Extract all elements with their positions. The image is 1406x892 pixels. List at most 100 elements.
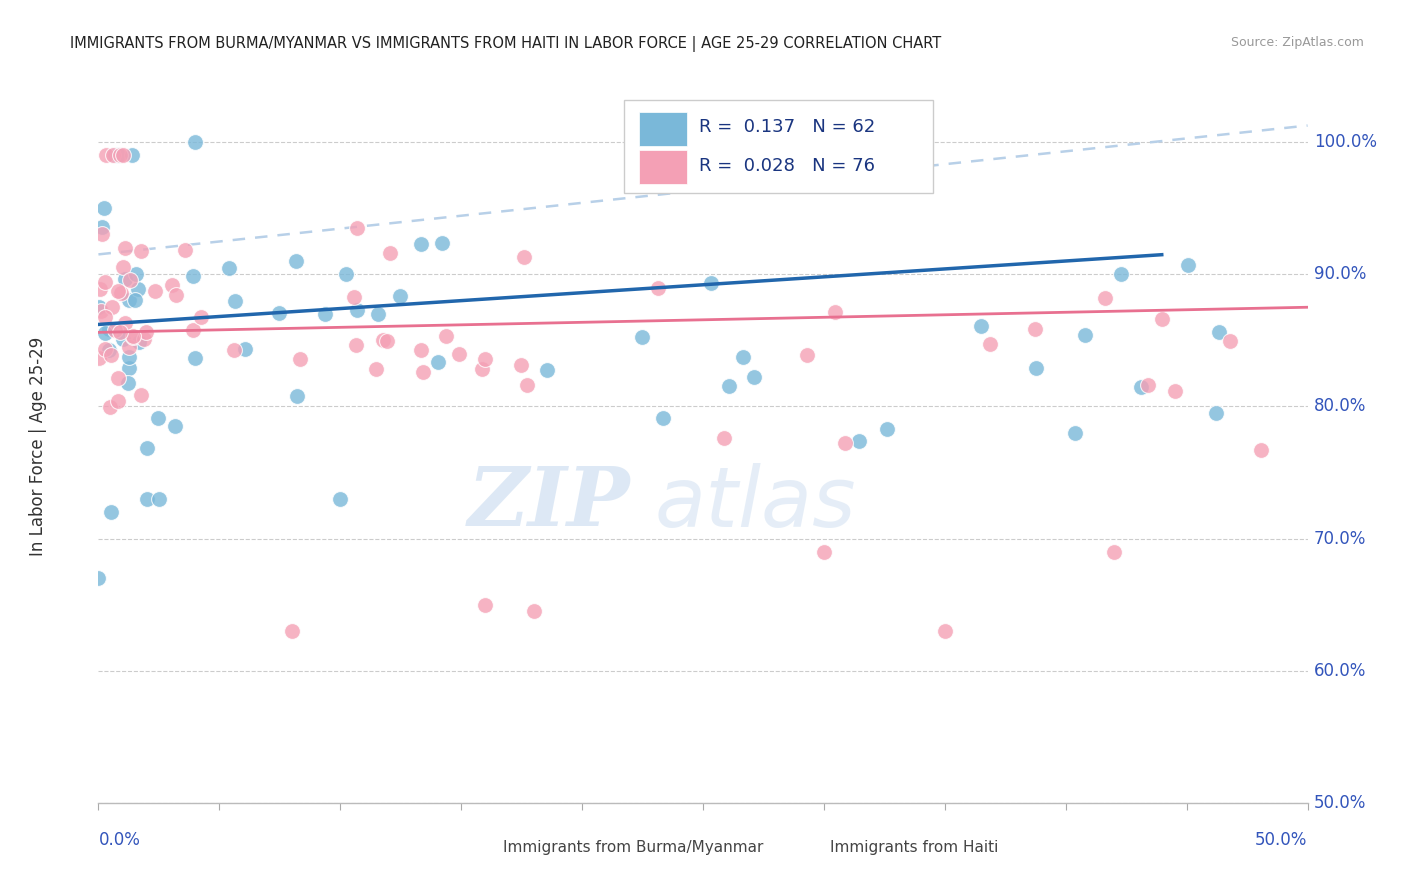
Point [128, 334, 150, 349]
Text: Source: ZipAtlas.com: Source: ZipAtlas.com [1230, 36, 1364, 49]
Text: 0.0%: 0.0% [98, 831, 141, 849]
Point [796, 348, 818, 362]
Point [87, 351, 110, 365]
Text: IMMIGRANTS FROM BURMA/MYANMAR VS IMMIGRANTS FROM HAITI IN LABOR FORCE | AGE 25-2: IMMIGRANTS FROM BURMA/MYANMAR VS IMMIGRA… [70, 36, 942, 52]
Point [98, 322, 121, 336]
Point [471, 362, 494, 376]
Point [104, 323, 127, 337]
Point [108, 148, 131, 162]
Point [143, 284, 166, 298]
Point [94, 326, 117, 341]
Point [430, 235, 453, 250]
Point [146, 410, 169, 425]
Point [813, 545, 835, 559]
Point [631, 330, 654, 344]
FancyBboxPatch shape [787, 835, 821, 860]
Point [181, 323, 204, 337]
Point [184, 351, 207, 366]
Text: In Labor Force | Age 25-29: In Labor Force | Age 25-29 [30, 336, 46, 556]
Point [713, 431, 735, 445]
Point [110, 325, 132, 339]
Point [346, 303, 368, 318]
Point [1109, 267, 1132, 281]
Point [513, 250, 536, 264]
Point [94, 343, 117, 357]
Point [93, 201, 115, 215]
Text: ZIP: ZIP [468, 463, 630, 543]
Point [284, 253, 307, 268]
Point [1136, 377, 1159, 392]
Point [1102, 545, 1125, 559]
Point [314, 308, 336, 322]
Point [100, 347, 122, 361]
Text: 70.0%: 70.0% [1313, 530, 1367, 548]
Point [876, 422, 898, 436]
Point [388, 289, 411, 303]
Point [107, 371, 129, 385]
Point [1219, 334, 1241, 349]
Text: R =  0.137   N = 62: R = 0.137 N = 62 [699, 118, 876, 136]
Point [90, 220, 112, 235]
Point [516, 377, 538, 392]
Point [218, 261, 240, 276]
Point [1177, 258, 1199, 272]
Point [335, 267, 357, 281]
Point [474, 598, 496, 612]
Point [426, 355, 449, 369]
Point [91, 227, 114, 242]
Text: 50.0%: 50.0% [1256, 831, 1308, 849]
Point [343, 290, 366, 304]
Text: R =  0.028   N = 76: R = 0.028 N = 76 [699, 157, 876, 175]
Point [346, 338, 368, 352]
Point [118, 361, 141, 376]
Point [651, 411, 673, 425]
Point [107, 148, 129, 162]
Point [412, 365, 434, 379]
Point [474, 351, 496, 366]
Point [93, 310, 115, 325]
Point [125, 267, 148, 281]
Point [969, 319, 991, 334]
Point [285, 389, 308, 403]
Point [107, 393, 129, 408]
Text: atlas: atlas [655, 463, 856, 543]
Point [87, 571, 110, 585]
Point [89, 282, 111, 296]
Point [135, 325, 157, 339]
Point [329, 491, 352, 506]
Text: 100.0%: 100.0% [1313, 133, 1376, 151]
Point [224, 293, 246, 308]
Point [371, 333, 394, 347]
Point [134, 332, 156, 346]
Point [346, 220, 368, 235]
Point [118, 340, 141, 354]
Point [100, 505, 122, 519]
Point [848, 434, 870, 449]
Point [121, 148, 143, 162]
Point [824, 305, 846, 319]
Point [165, 419, 187, 434]
FancyBboxPatch shape [638, 112, 688, 146]
Point [107, 285, 129, 299]
Point [87, 300, 110, 314]
Point [165, 288, 187, 302]
Point [94, 148, 117, 162]
Point [181, 269, 204, 284]
Point [129, 388, 152, 402]
Point [174, 243, 197, 257]
Text: Immigrants from Burma/Myanmar: Immigrants from Burma/Myanmar [503, 839, 763, 855]
Point [934, 624, 956, 638]
Point [233, 342, 256, 356]
Point [118, 293, 141, 307]
Point [148, 491, 170, 506]
Point [97, 343, 120, 357]
Point [449, 347, 471, 361]
Point [718, 379, 741, 393]
FancyBboxPatch shape [624, 100, 932, 193]
Point [1063, 425, 1085, 440]
Point [366, 362, 388, 376]
Point [118, 350, 141, 364]
Point [288, 352, 311, 367]
Point [184, 135, 207, 149]
Point [135, 441, 157, 455]
